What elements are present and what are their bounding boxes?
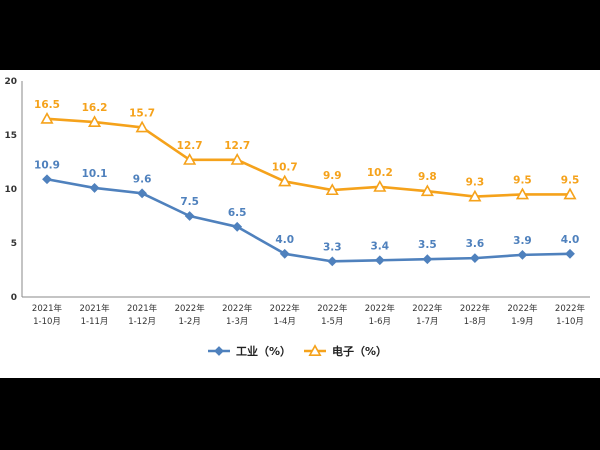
data-point bbox=[420, 184, 434, 197]
data-label: 9.5 bbox=[513, 174, 532, 186]
data-point bbox=[278, 174, 292, 187]
y-axis-ticks: 0 5 10 15 20 bbox=[4, 77, 17, 303]
data-label: 3.6 bbox=[466, 238, 485, 250]
y-tick-label: 15 bbox=[4, 131, 17, 141]
data-point bbox=[40, 111, 54, 124]
data-point bbox=[137, 188, 147, 199]
x-tick-label-period: 1-6月 bbox=[369, 317, 391, 327]
x-tick-label-year: 2022年 bbox=[222, 303, 253, 314]
data-point bbox=[42, 174, 52, 185]
data-point bbox=[183, 152, 197, 165]
series-line bbox=[46, 178, 571, 263]
chart-panel: 0 5 10 15 20 2021年 1-10月 2021年 1-11月 2021年 1-12月 2… bbox=[0, 70, 600, 378]
data-point bbox=[374, 255, 385, 266]
x-tick-label-period: 1-8月 bbox=[464, 317, 486, 327]
data-label: 9.9 bbox=[323, 170, 342, 182]
data-label: 9.5 bbox=[561, 174, 580, 186]
data-point bbox=[325, 183, 339, 196]
data-label: 10.9 bbox=[34, 159, 60, 171]
legend-label: 工业（%） bbox=[236, 344, 291, 358]
y-tick-label: 5 bbox=[11, 239, 17, 249]
x-tick-label-year: 2022年 bbox=[460, 303, 491, 314]
data-label: 16.2 bbox=[82, 102, 108, 114]
data-point bbox=[515, 187, 530, 200]
x-tick-label-year: 2021年 bbox=[127, 303, 158, 314]
legend-marker bbox=[214, 346, 224, 356]
data-label: 4.0 bbox=[275, 234, 294, 246]
x-tick-label-year: 2021年 bbox=[32, 303, 63, 314]
data-label: 12.7 bbox=[224, 140, 250, 152]
x-tick-label-year: 2021年 bbox=[79, 303, 110, 314]
x-tick-label-period: 1-9月 bbox=[511, 317, 533, 327]
y-tick-label: 0 bbox=[11, 293, 17, 303]
x-tick-label-period: 1-3月 bbox=[226, 317, 248, 327]
x-tick-label-period: 1-4月 bbox=[274, 317, 296, 327]
data-label: 3.3 bbox=[323, 241, 342, 253]
data-label: 12.7 bbox=[177, 140, 203, 152]
y-tick-label: 10 bbox=[4, 185, 17, 195]
x-tick-label-period: 1-12月 bbox=[128, 317, 156, 327]
data-point bbox=[232, 221, 243, 232]
data-point bbox=[184, 211, 195, 221]
x-tick-label-period: 1-11月 bbox=[81, 317, 109, 327]
data-label: 4.0 bbox=[561, 234, 580, 246]
x-tick-label-period: 1-7月 bbox=[416, 317, 438, 327]
x-tick-label-year: 2022年 bbox=[555, 303, 586, 314]
x-tick-label-year: 2022年 bbox=[175, 303, 206, 314]
data-label: 10.7 bbox=[272, 161, 298, 173]
data-label: 3.4 bbox=[371, 240, 390, 252]
data-label: 16.5 bbox=[34, 99, 60, 111]
data-label: 10.1 bbox=[82, 168, 108, 180]
data-point bbox=[468, 189, 482, 202]
legend-marker bbox=[308, 344, 322, 356]
legend: 工业（%） 电子（%） bbox=[208, 344, 387, 358]
data-label: 3.5 bbox=[418, 239, 437, 251]
legend-item: 工业（%） bbox=[208, 344, 291, 358]
data-label: 9.3 bbox=[466, 177, 485, 189]
data-point bbox=[230, 152, 244, 165]
x-tick-label-year: 2022年 bbox=[365, 303, 396, 314]
series-layer: 10.9 10.1 9.6 7.5 6.5 4.0 3.3 3.4 3.5 3.6 3.9 4.0 16… bbox=[34, 99, 580, 267]
data-point bbox=[87, 115, 102, 128]
data-point bbox=[565, 248, 575, 259]
data-label: 3.9 bbox=[513, 235, 532, 247]
data-label: 10.2 bbox=[367, 167, 393, 179]
x-tick-label-period: 1-2月 bbox=[178, 317, 200, 327]
x-tick-label-year: 2022年 bbox=[317, 303, 348, 314]
data-label: 9.8 bbox=[418, 171, 437, 183]
legend-label: 电子（%） bbox=[332, 344, 387, 358]
data-label: 15.7 bbox=[129, 107, 155, 119]
data-point bbox=[373, 179, 387, 192]
series-line bbox=[46, 117, 570, 198]
data-point bbox=[470, 253, 480, 264]
x-tick-label-period: 1-10月 bbox=[33, 317, 61, 327]
data-point bbox=[563, 187, 577, 200]
x-tick-label-year: 2022年 bbox=[412, 303, 443, 314]
series-1: 10.9 10.1 9.6 7.5 6.5 4.0 3.3 3.4 3.5 3.6 3.9 4.0 bbox=[34, 159, 580, 267]
data-label: 6.5 bbox=[228, 207, 247, 219]
x-tick-label-year: 2022年 bbox=[507, 303, 538, 314]
data-point bbox=[135, 120, 149, 133]
data-point bbox=[279, 248, 290, 259]
x-tick-label-period: 1-5月 bbox=[321, 317, 343, 327]
legend-item: 电子（%） bbox=[304, 344, 387, 358]
x-axis-ticks: 2021年 1-10月 2021年 1-11月 2021年 1-12月 2022年 1-2月 2… bbox=[32, 303, 586, 327]
data-point bbox=[517, 249, 528, 260]
data-label: 7.5 bbox=[180, 196, 199, 208]
x-tick-label-year: 2022年 bbox=[270, 303, 301, 314]
data-point bbox=[422, 254, 433, 265]
y-tick-label: 20 bbox=[4, 77, 17, 87]
series-2: 16.5 16.2 15.7 12.7 12.7 10.7 9.9 10.2 9.8 9.3 9.5… bbox=[34, 99, 580, 202]
data-label: 9.6 bbox=[133, 173, 152, 185]
data-point bbox=[327, 256, 338, 267]
data-point bbox=[89, 183, 100, 193]
x-tick-label-period: 1-10月 bbox=[556, 317, 584, 327]
